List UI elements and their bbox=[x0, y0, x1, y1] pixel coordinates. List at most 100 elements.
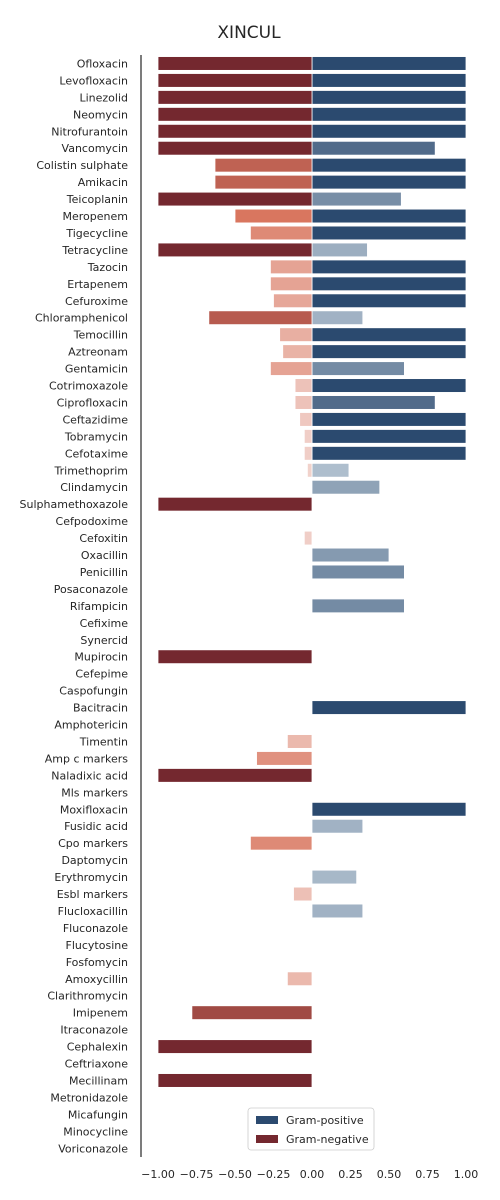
y-tick-label: Cefixime bbox=[80, 617, 129, 630]
bar-gram-negative bbox=[294, 395, 313, 410]
x-tick-label: −0.75 bbox=[180, 1168, 214, 1181]
bar-gram-positive bbox=[311, 700, 467, 715]
bar-gram-positive bbox=[311, 327, 467, 342]
bar-gram-positive bbox=[311, 361, 405, 376]
y-tick-label: Cotrimoxazole bbox=[49, 380, 128, 393]
bar-gram-positive bbox=[311, 869, 358, 885]
y-tick-label: Itraconazole bbox=[60, 1024, 128, 1037]
bar-gram-negative bbox=[286, 734, 313, 749]
bar-gram-negative bbox=[157, 242, 313, 258]
legend-frame bbox=[247, 1107, 375, 1151]
bar-gram-positive bbox=[311, 259, 467, 275]
x-tick-label: 0.25 bbox=[338, 1168, 363, 1181]
y-tick-label: Tazocin bbox=[87, 261, 128, 274]
bar-gram-negative bbox=[214, 157, 313, 173]
y-tick-label: Naladixic acid bbox=[51, 769, 128, 782]
x-tick-label: −0.25 bbox=[257, 1168, 291, 1181]
bar-gram-negative bbox=[157, 73, 313, 88]
x-tick-label: 1.00 bbox=[454, 1168, 479, 1181]
y-tick-label: Cefepime bbox=[75, 668, 128, 681]
bar-gram-positive bbox=[311, 174, 467, 190]
y-tick-label: Fosfomycin bbox=[66, 956, 128, 969]
y-tick-label: Neomycin bbox=[73, 108, 128, 121]
bar-gram-positive bbox=[311, 903, 364, 919]
bar-gram-negative bbox=[303, 429, 313, 444]
y-tick-label: Erythromycin bbox=[54, 871, 128, 884]
y-tick-label: Meropenem bbox=[63, 210, 128, 223]
legend-swatch-gram-negative bbox=[256, 1135, 278, 1143]
bar-gram-negative bbox=[270, 276, 313, 292]
x-tick-label: −1.00 bbox=[141, 1168, 175, 1181]
bar-gram-negative bbox=[157, 107, 313, 122]
bar-gram-negative bbox=[249, 225, 313, 241]
y-tick-label: Temocillin bbox=[73, 329, 128, 342]
legend-label: Gram-negative bbox=[286, 1133, 369, 1146]
y-tick-label: Cephalexin bbox=[67, 1041, 128, 1054]
bar-gram-negative bbox=[299, 412, 313, 427]
y-tick-label: Ofloxacin bbox=[77, 57, 128, 70]
x-tick-label: 0.50 bbox=[377, 1168, 402, 1181]
y-tick-label: Clindamycin bbox=[60, 481, 128, 494]
x-tick-label: 0.75 bbox=[415, 1168, 440, 1181]
x-axis: −1.00 −0.75 −0.50 −0.25 0.00 0.25 0.50 0.75 1.00 bbox=[141, 1168, 478, 1181]
y-tick-label: Aztreonam bbox=[68, 346, 128, 359]
legend: Gram-positive Gram-negative bbox=[247, 1107, 375, 1151]
y-tick-label: Mupirocin bbox=[74, 651, 128, 664]
bar-gram-positive bbox=[311, 225, 467, 241]
y-tick-label: Colistin sulphate bbox=[36, 159, 128, 172]
bar-gram-negative bbox=[214, 174, 313, 190]
bar-gram-positive bbox=[311, 564, 405, 580]
x-tick-label: 0.00 bbox=[300, 1168, 325, 1181]
bar-gram-negative bbox=[157, 496, 313, 512]
y-tick-label: Tetracycline bbox=[61, 244, 128, 257]
y-tick-label: Ciprofloxacin bbox=[57, 396, 128, 409]
bar-gram-positive bbox=[311, 479, 381, 495]
y-tick-label: Daptomycin bbox=[61, 854, 128, 867]
y-tick-label: Mls markers bbox=[61, 786, 128, 799]
bar-gram-positive bbox=[311, 123, 467, 139]
bar-gram-negative bbox=[191, 1005, 313, 1020]
y-tick-label: Amp c markers bbox=[45, 752, 129, 765]
x-tick-label: −0.50 bbox=[218, 1168, 252, 1181]
bar-gram-negative bbox=[157, 768, 313, 783]
y-tick-label: Amikacin bbox=[78, 176, 128, 189]
y-tick-label: Fluconazole bbox=[63, 922, 128, 935]
bar-gram-negative bbox=[157, 649, 313, 665]
bar-gram-positive bbox=[311, 598, 405, 614]
bar-gram-positive bbox=[311, 276, 467, 292]
legend-label: Gram-positive bbox=[286, 1114, 364, 1127]
bar-gram-negative bbox=[270, 259, 313, 275]
bar-gram-positive bbox=[311, 107, 467, 122]
bar-gram-positive bbox=[311, 242, 368, 258]
chart-title: XINCUL bbox=[217, 23, 281, 43]
bar-gram-positive bbox=[311, 395, 436, 410]
y-tick-label: Fusidic acid bbox=[64, 820, 128, 833]
bar-gram-positive bbox=[311, 547, 390, 563]
bar-gram-negative bbox=[286, 971, 313, 987]
bar-gram-negative bbox=[234, 208, 313, 224]
y-tick-label: Clarithromycin bbox=[47, 990, 128, 1003]
y-tick-label: Cefoxitin bbox=[79, 532, 128, 545]
bar-gram-positive bbox=[311, 429, 467, 444]
bar-gram-negative bbox=[157, 56, 313, 71]
bar-gram-positive bbox=[311, 801, 467, 817]
y-tick-label: Cefpodoxime bbox=[56, 515, 129, 528]
y-tick-label: Trimethoprim bbox=[54, 464, 128, 477]
y-tick-label: Penicillin bbox=[80, 566, 128, 579]
bar-gram-positive bbox=[311, 412, 467, 427]
y-tick-label: Vancomycin bbox=[62, 142, 128, 155]
bar-gram-negative bbox=[157, 1039, 313, 1054]
y-tick-label: Gentamicin bbox=[65, 363, 128, 376]
bar-gram-positive bbox=[311, 310, 364, 326]
y-tick-label: Teicoplanin bbox=[66, 193, 128, 206]
y-tick-label: Chloramphenicol bbox=[35, 312, 128, 325]
y-tick-label: Cefotaxime bbox=[65, 447, 128, 460]
y-tick-label: Sulphamethoxazole bbox=[20, 498, 129, 511]
y-tick-label: Bacitracin bbox=[73, 702, 128, 715]
bar-gram-positive bbox=[311, 90, 467, 105]
y-tick-label: Ertapenem bbox=[67, 278, 128, 291]
bar-gram-negative bbox=[249, 835, 313, 851]
bar-gram-negative bbox=[157, 140, 313, 156]
y-tick-label: Flucytosine bbox=[66, 939, 129, 952]
